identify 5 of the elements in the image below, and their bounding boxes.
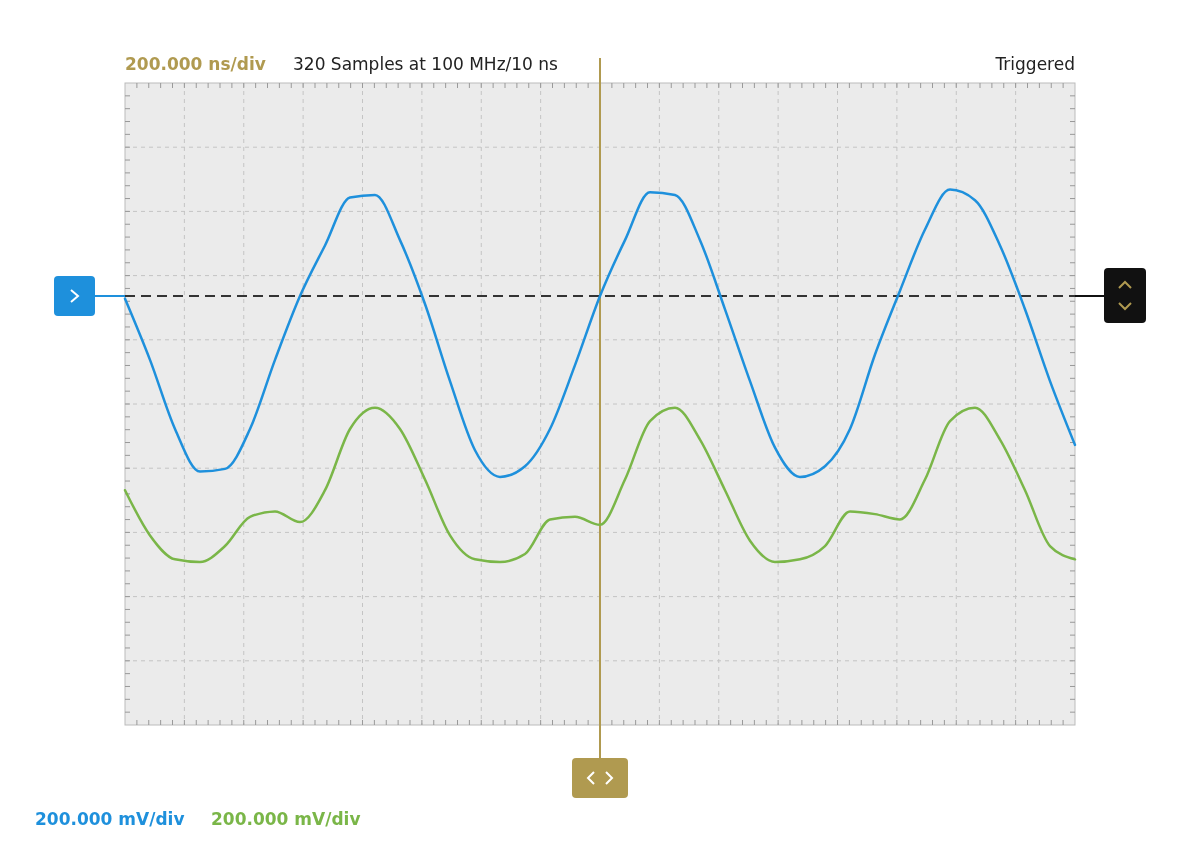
text: 200.000 ns/div xyxy=(125,54,266,74)
text: Triggered xyxy=(994,54,1075,74)
text: 200.000 mV/div xyxy=(211,809,361,829)
text: 200.000 mV/div xyxy=(35,809,185,829)
text: 320 Samples at 100 MHz/10 ns xyxy=(293,54,559,74)
